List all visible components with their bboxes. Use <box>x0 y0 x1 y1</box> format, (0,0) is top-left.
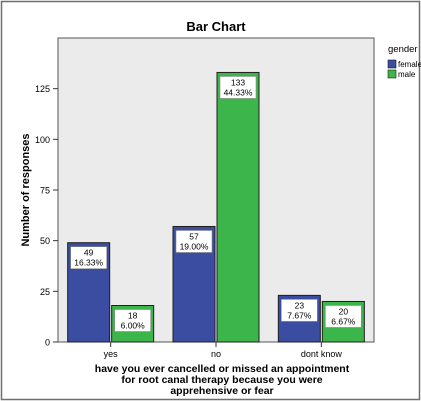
y-axis-label: Number of responses <box>20 133 32 246</box>
data-label-percent: 16.33% <box>74 258 103 268</box>
y-tick-label: 50 <box>40 236 50 246</box>
bar-male-1 <box>216 71 260 343</box>
plot-area <box>57 37 375 343</box>
x-axis-label-line: for root canal therapy because you were <box>121 374 322 386</box>
legend-title: gender <box>388 44 418 55</box>
data-label-count: 23 <box>295 300 305 310</box>
data-label-box <box>175 230 213 253</box>
data-label-percent: 19.00% <box>180 241 209 251</box>
y-tick-label: 75 <box>40 186 50 196</box>
y-tick-label: 100 <box>35 135 50 145</box>
legend-label-male: male <box>398 70 416 79</box>
x-tick-label: yes <box>104 349 119 359</box>
data-label-count: 57 <box>189 231 199 241</box>
legend-label-female: female <box>398 60 421 69</box>
y-tick-label: 0 <box>45 338 50 348</box>
data-label-percent: 6.67% <box>331 316 356 326</box>
x-axis-label-line: have you ever cancelled or missed an app… <box>95 363 350 375</box>
data-label-box <box>114 309 151 332</box>
x-tick-label: no <box>211 349 221 359</box>
data-label-percent: 7.67% <box>287 310 312 320</box>
legend-swatch-male <box>387 69 397 79</box>
data-label-box <box>325 305 362 328</box>
data-label-box <box>70 246 107 269</box>
x-axis-label-line: apprehensive or fear <box>170 385 273 397</box>
data-label-count: 133 <box>231 77 245 87</box>
data-label-count: 49 <box>84 248 94 258</box>
chart-title: Bar Chart <box>186 19 246 34</box>
data-label-box <box>281 299 318 322</box>
data-label-percent: 6.00% <box>121 321 146 331</box>
y-tick-label: 25 <box>40 287 50 297</box>
x-tick-label: dont know <box>301 349 343 359</box>
data-label-percent: 44.33% <box>224 87 253 97</box>
data-label-count: 18 <box>128 311 138 321</box>
legend-swatch-female <box>387 59 397 69</box>
data-label-box <box>219 76 257 99</box>
data-label-count: 20 <box>339 306 349 316</box>
y-tick-label: 125 <box>35 84 50 94</box>
